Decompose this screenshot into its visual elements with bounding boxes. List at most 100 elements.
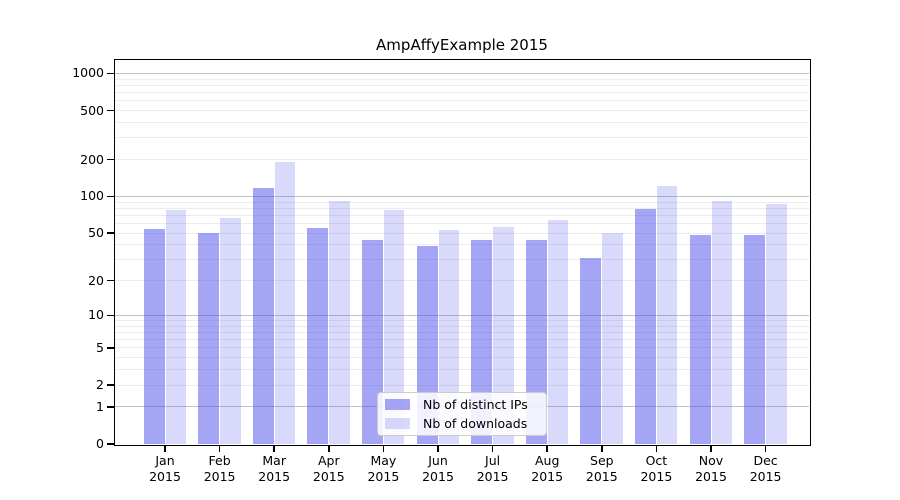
x-tick-year: 2015 [531,469,564,484]
bar-downloads [383,210,405,444]
y-tick-label: 0 [96,436,104,451]
plot-area [115,60,809,444]
x-tick-year: 2015 [640,469,673,484]
x-tick-year: 2015 [367,469,400,484]
y-tick-mark [107,314,114,317]
x-tick-year: 2015 [422,469,454,484]
minor-gridline [115,78,809,80]
y-tick-mark [107,72,114,75]
x-tick-mark [491,445,494,452]
bar-downloads [656,185,678,444]
y-tick-label: 10 [88,307,104,323]
x-tick-label: May 2015 [353,453,413,485]
x-tick-month: Nov [698,453,724,468]
y-tick-label: 2 [96,377,104,393]
x-tick-year: 2015 [695,469,727,484]
major-gridline [115,195,809,197]
y-tick-label: 1000 [72,65,104,81]
bar-distinct-ips [252,188,274,444]
major-gridline [115,72,809,74]
x-tick-mark [546,445,548,452]
x-tick-year: 2015 [149,469,181,484]
y-tick-mark [107,158,114,161]
bar-distinct-ips [198,233,220,444]
minor-gridline [115,331,809,333]
x-tick-mark [328,445,330,452]
y-tick-label: 100 [80,188,104,204]
y-tick-label: 50 [88,225,104,241]
bar-downloads [329,201,350,444]
x-tick-year: 2015 [258,469,291,484]
bar-downloads [766,204,787,444]
minor-gridline [115,259,809,261]
bar-distinct-ips [634,208,656,444]
legend-entry-distinct-ips: Nb of distinct IPs [385,397,546,412]
y-tick-mark [107,384,114,386]
bar-downloads [493,227,514,444]
minor-gridline [115,384,809,386]
x-tick-label: Oct 2015 [626,453,686,485]
legend-swatch-downloads [385,418,410,429]
bar-downloads [711,201,732,444]
x-tick-label: Aug 2015 [517,453,577,485]
x-tick-month: Feb [208,453,231,468]
y-tick-mark [107,347,114,349]
minor-gridline [115,100,809,102]
bar-distinct-ips [580,258,602,444]
bar-distinct-ips [307,228,329,444]
x-tick-month: Jun [428,453,448,468]
x-tick-month: Dec [753,453,778,468]
x-tick-month: May [370,453,397,468]
x-tick-year: 2015 [203,469,236,484]
x-tick-label: Jan 2015 [135,453,195,485]
bar-downloads [274,162,296,444]
x-tick-mark [218,445,221,452]
minor-gridline [115,137,809,139]
x-tick-month: Aug [534,453,560,468]
x-tick-label: Mar 2015 [244,453,304,485]
legend-label-downloads: Nb of downloads [423,416,528,431]
x-tick-label: Jul 2015 [463,453,523,485]
bar-downloads [438,230,459,444]
x-tick-month: Mar [262,453,286,468]
y-tick-label: 20 [88,272,104,288]
x-tick-mark [655,445,658,452]
bar-downloads [602,233,623,444]
y-tick-mark [107,279,114,282]
y-tick-mark [107,232,114,234]
minor-gridline [115,92,809,94]
minor-gridline [115,319,809,321]
legend: Nb of distinct IPs Nb of downloads [377,392,547,436]
minor-gridline [115,357,809,359]
minor-gridline [115,280,809,282]
minor-gridline [115,84,809,86]
bar-distinct-ips [143,229,165,444]
x-tick-mark [382,445,385,452]
minor-gridline [115,347,809,349]
minor-gridline [115,214,809,216]
minor-gridline [115,232,809,234]
minor-gridline [115,325,809,327]
y-tick-label: 200 [80,151,104,167]
minor-gridline [115,159,809,161]
x-tick-mark [164,445,166,452]
minor-gridline [115,207,809,209]
x-tick-mark [601,445,603,452]
x-tick-year: 2015 [749,469,782,484]
x-tick-label: Apr 2015 [299,453,359,485]
minor-gridline [115,223,809,224]
minor-gridline [115,110,809,112]
bar-distinct-ips [744,235,766,444]
x-tick-year: 2015 [312,469,345,484]
x-tick-label: Nov 2015 [681,453,741,485]
y-tick-mark [107,406,114,408]
x-tick-label: Sep 2015 [572,453,632,485]
bar-distinct-ips [689,235,711,444]
x-tick-mark [273,445,275,452]
x-tick-month: Jul [485,453,501,468]
minor-gridline [115,122,809,123]
major-gridline [115,314,809,316]
x-tick-month: Sep [590,453,614,468]
minor-gridline [115,339,809,341]
x-tick-label: Dec 2015 [736,453,796,485]
